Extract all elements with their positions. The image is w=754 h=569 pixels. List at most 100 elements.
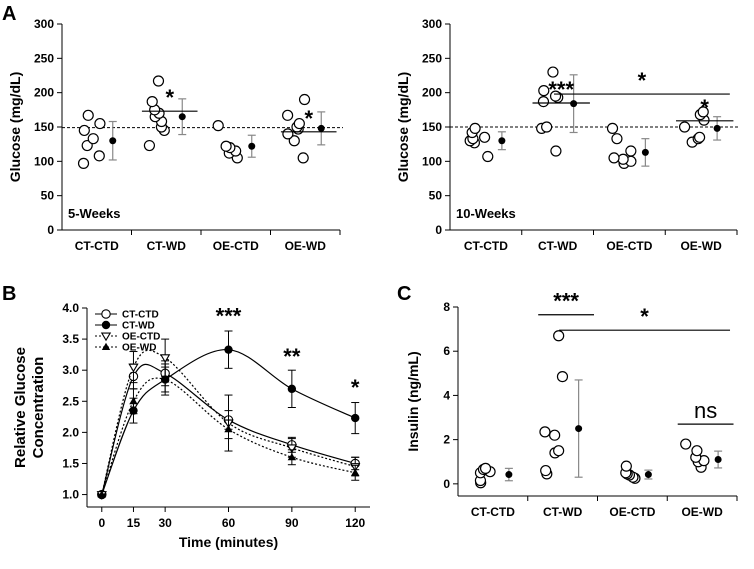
x-tick-label: CT-CTD [75, 239, 119, 253]
data-point [547, 66, 559, 78]
data-point [469, 122, 481, 134]
chart-insulin: 0 2 4 6 8 CT-CTD CT-WD OE-CTD OE-WD Insulin (ng/m… [405, 289, 738, 519]
legend-label: OE-WD [122, 343, 156, 354]
period-label: 5-Weeks [68, 206, 121, 221]
data-point [608, 152, 620, 164]
data-point [81, 139, 93, 152]
significance-label: *** [553, 289, 579, 314]
panel-label-a: A [2, 3, 16, 25]
y-tick-label: 250 [34, 51, 54, 65]
significance-label: * [638, 68, 647, 93]
y-tick-label: 3.5 [62, 332, 79, 346]
x-tick-label: 120 [345, 516, 365, 530]
y-tick-label: 200 [422, 86, 442, 100]
period-label: 10-Weeks [456, 206, 516, 221]
data-marker [287, 453, 297, 461]
data-point [678, 121, 691, 133]
mean-marker [505, 471, 513, 479]
x-tick-label: OE-CTD [606, 239, 652, 253]
data-marker [160, 375, 170, 383]
significance-label: * [351, 375, 360, 400]
x-tick-label: 30 [158, 516, 172, 530]
legend-item: CT-CTD [95, 309, 159, 321]
data-point [77, 157, 90, 169]
y-tick-label: 150 [422, 120, 442, 134]
data-point [293, 117, 305, 130]
significance-label: * [640, 304, 649, 329]
y-tick-label: 50 [429, 189, 443, 203]
data-point [212, 120, 224, 132]
mean-marker [178, 113, 186, 121]
data-point [553, 445, 565, 457]
x-tick-label: 15 [127, 516, 141, 530]
legend-item: OE-CTD [95, 332, 160, 343]
mean-marker [644, 471, 652, 479]
x-tick-label: OE-WD [681, 505, 723, 519]
series-line [101, 349, 356, 495]
series-ct-wd [97, 330, 360, 499]
data-point [611, 133, 623, 145]
x-tick-label: OE-WD [680, 239, 722, 253]
data-point [78, 124, 90, 137]
data-point [94, 117, 106, 130]
chart-glucose-10-weeks: 0 50 100 150 200 250 300 CT-CTD CT-WD OE-CTD OE-WD… [395, 17, 740, 253]
data-point [617, 153, 629, 165]
data-point [297, 152, 309, 164]
x-tick-label: OE-CTD [609, 505, 655, 519]
x-tick-label: CT-WD [538, 239, 578, 253]
x-tick-label: 60 [222, 516, 236, 530]
panel-label-c: C [397, 283, 411, 305]
y-tick-label: 0 [435, 223, 442, 237]
mean-marker [570, 100, 578, 108]
y-tick-label: 8 [443, 300, 450, 314]
data-marker [101, 309, 111, 319]
data-point [93, 150, 105, 162]
y-axis-label-line: Relative Glucose [12, 347, 29, 468]
significance-label: * [304, 106, 313, 131]
significance-label: ** [283, 344, 301, 369]
data-point [691, 445, 703, 457]
data-point [625, 145, 637, 157]
data-point [482, 150, 494, 163]
y-tick-label: 4 [443, 388, 450, 402]
data-marker [100, 332, 112, 342]
data-point [87, 133, 99, 145]
legend-label: CT-CTD [122, 310, 159, 321]
data-marker [97, 490, 106, 498]
x-tick-label: 90 [285, 516, 299, 530]
data-marker [286, 444, 298, 454]
data-point [697, 106, 709, 118]
data-point [479, 462, 492, 474]
data-point [680, 438, 692, 450]
mean-marker [109, 137, 117, 145]
y-axis-label: Glucose (mg/dL) [7, 72, 23, 182]
series-oe-wd [97, 366, 360, 498]
y-tick-label: 300 [34, 17, 54, 31]
y-tick-label: 200 [34, 86, 54, 100]
data-point [538, 85, 550, 97]
y-axis-label-line: Concentration [30, 357, 47, 459]
y-tick-label: 4.0 [62, 301, 79, 315]
data-marker [224, 425, 233, 433]
legend-item: OE-WD [95, 343, 156, 354]
y-tick-label: 1.5 [62, 456, 79, 470]
y-tick-label: 100 [422, 154, 442, 168]
data-marker [101, 320, 111, 330]
mean-marker [317, 124, 325, 132]
data-marker [351, 468, 360, 476]
chart-glucose-tolerance: 1.0 1.5 2.0 2.5 3.0 3.5 4.0 0 15 30 60 90 120 Time (m… [12, 301, 370, 550]
significance-label: *** [548, 77, 574, 102]
data-marker [224, 345, 233, 354]
y-tick-label: 2.0 [62, 425, 79, 439]
y-tick-label: 50 [41, 189, 55, 203]
y-tick-label: 0 [443, 477, 450, 491]
significance-label: * [700, 95, 709, 120]
y-tick-label: 3.0 [62, 363, 79, 377]
data-point [550, 145, 562, 157]
data-point [606, 122, 619, 134]
data-marker [128, 363, 139, 373]
y-tick-label: 2 [443, 433, 450, 447]
y-tick-label: 150 [34, 120, 54, 134]
data-point [694, 131, 706, 143]
